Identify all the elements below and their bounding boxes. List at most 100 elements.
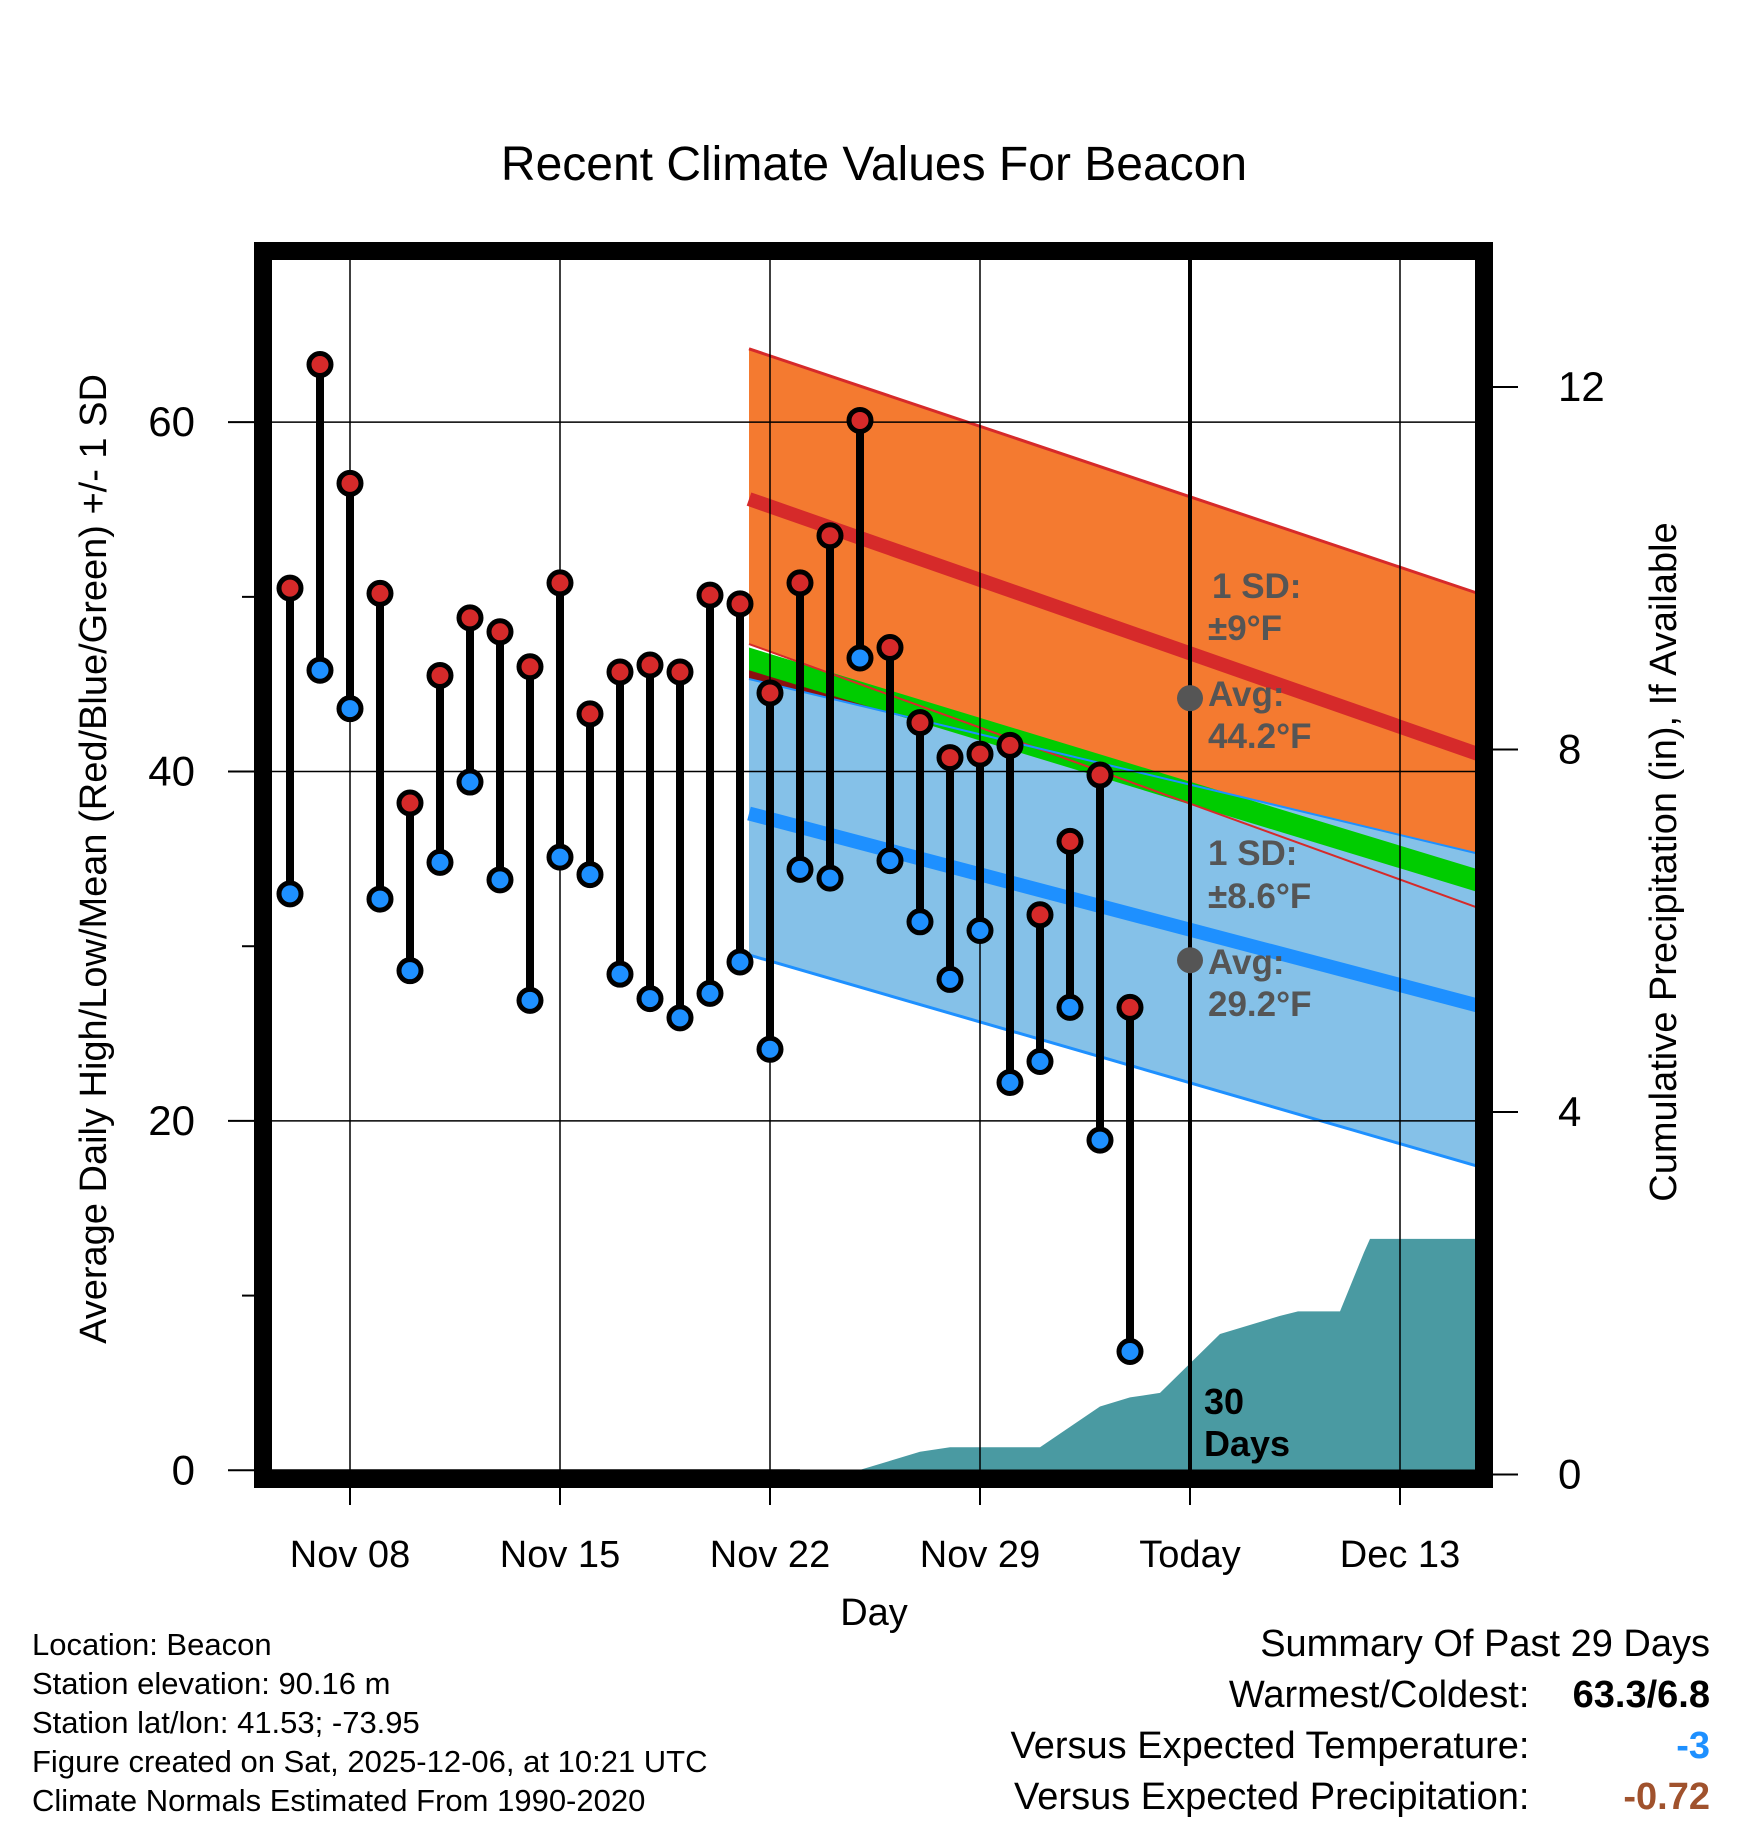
high-point (336, 469, 364, 497)
low-point (696, 979, 724, 1007)
low-point (1116, 1337, 1144, 1365)
high-point (426, 661, 454, 689)
low-point (636, 985, 664, 1013)
low-point (936, 965, 964, 993)
high-point (936, 744, 964, 772)
low-point (846, 644, 874, 672)
y2-tick-label: 12 (1558, 363, 1605, 410)
high-point (996, 731, 1024, 759)
low-point (456, 768, 484, 796)
low-point (486, 866, 514, 894)
high-sd-value: ±9°F (1208, 609, 1282, 648)
today-days-word: Days (1204, 1423, 1290, 1464)
low-point (576, 861, 604, 889)
high-avg-value: 44.2°F (1208, 717, 1312, 756)
temp-label: Versus Expected Temperature: (1010, 1725, 1530, 1767)
x-tick-label: Nov 22 (710, 1534, 830, 1576)
high-point (966, 740, 994, 768)
plot-frame (254, 242, 1493, 1488)
low-point (1026, 1048, 1054, 1076)
high-point (786, 569, 814, 597)
low-point (366, 885, 394, 913)
high-point (1056, 827, 1084, 855)
low-point (276, 880, 304, 908)
high-avg-line (746, 492, 1481, 761)
low-avg-label: Avg: (1208, 943, 1284, 982)
high-point (876, 634, 904, 662)
high-point (636, 651, 664, 679)
high-point (756, 679, 784, 707)
high-point (546, 569, 574, 597)
low-sd-lower-line (748, 953, 1479, 1168)
station-info: Location: Beacon Station elevation: 90.1… (32, 1625, 708, 1820)
x-axis-label: Day (840, 1592, 908, 1634)
low-point (666, 1004, 694, 1032)
low-point (546, 843, 574, 871)
location-text: Location: Beacon (32, 1627, 272, 1662)
high-point (486, 618, 514, 646)
temp-row: Versus Expected Temperature: -3 (1011, 1721, 1710, 1772)
high-sd-label: 1 SD: (1212, 567, 1301, 606)
high-sd-lower-line (748, 643, 1479, 909)
high-point (366, 579, 394, 607)
y-axis-label: Average Daily High/Low/Mean (Red/Blue/Gr… (73, 374, 115, 1344)
high-avg-label: Avg: (1208, 675, 1284, 714)
high-point (906, 709, 934, 737)
y2-tick-label: 8 (1558, 725, 1581, 772)
high-point (1026, 901, 1054, 929)
high-point (726, 590, 754, 618)
elevation-text: Station elevation: 90.16 m (32, 1666, 391, 1701)
low-avg-line (747, 806, 1480, 1013)
temp-value: -3 (1676, 1725, 1710, 1767)
low-avg-value: 29.2°F (1208, 985, 1312, 1024)
low-point (1086, 1126, 1114, 1154)
high-avg-marker (1177, 685, 1203, 712)
low-point (516, 986, 544, 1014)
x-tick-label: Nov 08 (290, 1534, 410, 1576)
low-sd-label: 1 SD: (1208, 834, 1297, 873)
summary-title: Summary Of Past 29 Days (1260, 1623, 1710, 1665)
y2-tick-label: 4 (1558, 1088, 1581, 1135)
normals-text: Climate Normals Estimated From 1990-2020 (32, 1783, 646, 1818)
low-point (306, 656, 334, 684)
low-point (996, 1068, 1024, 1096)
x-tick-label: Nov 29 (920, 1534, 1040, 1576)
low-sd-band (749, 678, 1478, 1167)
high-point (396, 789, 424, 817)
low-point (876, 847, 904, 875)
precip-row: Versus Expected Precipitation: -0.72 (1011, 1772, 1710, 1823)
y-tick-label: 20 (148, 1097, 195, 1144)
y-tick-label: 0 (172, 1446, 195, 1493)
low-point (816, 864, 844, 892)
summary-panel: Summary Of Past 29 Days Warmest/Coldest:… (1011, 1618, 1710, 1823)
precip-area (749, 1238, 1478, 1479)
warm-cold-row: Warmest/Coldest: 63.3/6.8 (1011, 1670, 1710, 1721)
y2-axis-label: Cumulative Precipitation (in), If Availa… (1643, 522, 1685, 1201)
chart-title: Recent Climate Values For Beacon (501, 138, 1247, 191)
y-tick-label: 40 (148, 748, 195, 795)
low-point (426, 848, 454, 876)
x-tick-label: Today (1139, 1534, 1240, 1576)
high-point (576, 700, 604, 728)
high-point (456, 604, 484, 632)
low-point (336, 695, 364, 723)
today-days-number: 30 (1204, 1381, 1244, 1422)
x-tick-label: Nov 15 (500, 1534, 620, 1576)
low-point (726, 948, 754, 976)
high-point (516, 653, 544, 681)
low-point (906, 908, 934, 936)
warm-cold-label: Warmest/Coldest: (1228, 1674, 1530, 1716)
low-point (966, 917, 994, 945)
high-point (306, 351, 334, 379)
high-point (1116, 993, 1144, 1021)
high-point (606, 658, 634, 686)
high-point (276, 574, 304, 602)
low-point (396, 957, 424, 985)
high-sd-upper-line (748, 347, 1479, 595)
low-point (1056, 993, 1084, 1021)
low-point (786, 855, 814, 883)
x-tick-label: Dec 13 (1340, 1534, 1460, 1576)
high-point (696, 581, 724, 609)
